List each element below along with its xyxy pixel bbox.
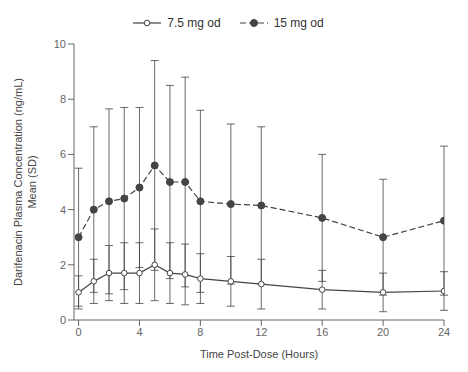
svg-text:6: 6 (60, 148, 66, 160)
svg-text:Time Post-Dose (Hours): Time Post-Dose (Hours) (200, 348, 318, 360)
svg-text:Darifenacin Plasma Concentrati: Darifenacin Plasma Concentration (ng/mL)… (12, 78, 38, 286)
svg-text:24: 24 (438, 326, 450, 338)
svg-text:20: 20 (377, 326, 389, 338)
svg-text:16: 16 (316, 326, 328, 338)
html-text:15 mg od: 15 mg od (273, 16, 324, 30)
svg-text:4: 4 (60, 204, 66, 216)
svg-text:0: 0 (76, 326, 82, 338)
svg-text:8: 8 (60, 93, 66, 105)
svg-text:8: 8 (197, 326, 203, 338)
svg-text:4: 4 (136, 326, 142, 338)
svg-text:0: 0 (60, 314, 66, 326)
svg-text:2: 2 (60, 259, 66, 271)
html-text:7.5 mg od: 7.5 mg od (167, 16, 221, 30)
svg-text:12: 12 (255, 326, 267, 338)
svg-text:10: 10 (54, 38, 66, 50)
